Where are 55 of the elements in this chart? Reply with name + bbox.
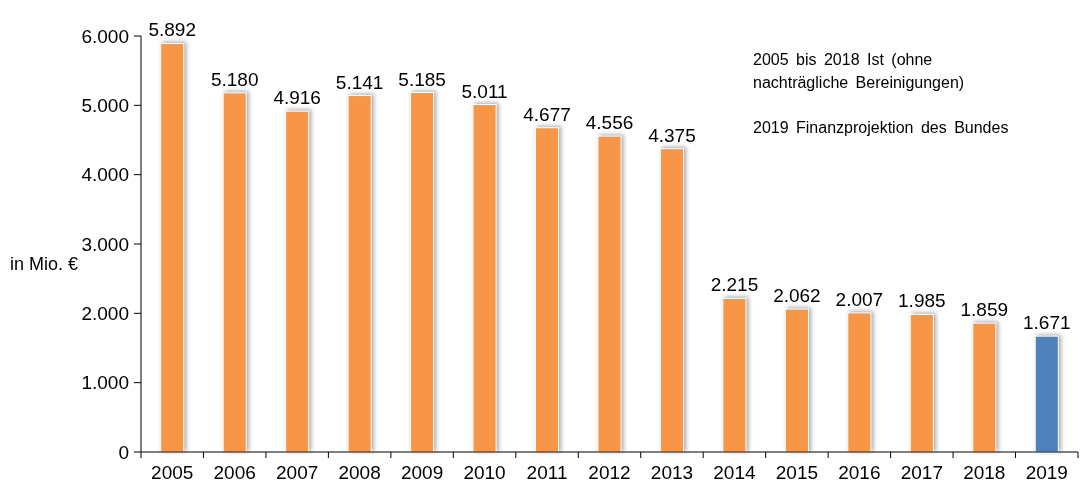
- data-label: 5.185: [398, 68, 446, 90]
- data-label: 4.677: [523, 103, 571, 125]
- x-tick-label: 2019: [1025, 462, 1068, 483]
- data-label: 1.859: [960, 299, 1009, 321]
- x-tick-label: 2011: [526, 462, 568, 483]
- data-label: 5.011: [461, 80, 508, 102]
- y-tick-label: 3.000: [81, 233, 129, 255]
- bar: [222, 92, 247, 453]
- bar: [534, 127, 560, 453]
- x-tick-label: 2006: [213, 462, 256, 483]
- x-tick-label: 2009: [400, 462, 444, 483]
- data-label: 2.062: [773, 285, 821, 307]
- annotation: 2005 bis 2018 Ist (ohne nachträgliche Bereinigungen): [753, 50, 966, 93]
- y-tick-label: 6.000: [81, 25, 129, 47]
- bar: [847, 312, 872, 453]
- bar: [347, 95, 372, 453]
- x-tick-label: 2014: [713, 462, 756, 483]
- data-label: 4.556: [585, 112, 634, 134]
- data-label: 4.916: [273, 87, 321, 109]
- x-tick-label: 2007: [276, 462, 319, 483]
- y-axis-title: in Mio. €: [10, 254, 79, 275]
- data-label: 5.141: [335, 71, 384, 93]
- x-tick-label: 2005: [151, 462, 194, 483]
- data-label: 2.007: [835, 288, 884, 310]
- x-tick-label: 2010: [463, 462, 506, 483]
- x-tick-label: 2012: [588, 462, 631, 483]
- bar: [784, 308, 809, 453]
- bar: [410, 92, 435, 453]
- data-label: 1.671: [1022, 312, 1071, 334]
- bar: [285, 110, 310, 453]
- x-tick-label: 2015: [775, 462, 819, 483]
- x-tick-label: 2018: [963, 462, 1006, 483]
- y-tick-label: 1.000: [81, 372, 129, 394]
- x-tick-label: 2008: [338, 462, 381, 483]
- x-tick-label: 2016: [838, 462, 881, 483]
- bar: [160, 42, 185, 453]
- data-label: 5.892: [148, 19, 197, 41]
- data-label: 1.985: [898, 290, 946, 312]
- y-tick-label: 4.000: [81, 164, 129, 186]
- data-label: 4.375: [648, 124, 696, 146]
- bar: [659, 148, 685, 453]
- x-tick-label: 2017: [900, 462, 943, 483]
- bar: [472, 104, 497, 453]
- bar: [597, 135, 622, 453]
- data-label: 5.180: [210, 68, 259, 90]
- bar: [1034, 335, 1059, 453]
- data-label: 2.215: [710, 274, 759, 296]
- x-tick-label: 2013: [650, 462, 694, 483]
- annotation: 2019 Finanzprojektion des Bundes: [753, 118, 1010, 138]
- y-tick-label: 0: [118, 441, 129, 463]
- bar: [722, 297, 747, 453]
- bar: [909, 313, 934, 453]
- y-tick-label: 2.000: [81, 302, 129, 324]
- y-tick-label: 5.000: [81, 94, 129, 116]
- bar: [972, 322, 997, 453]
